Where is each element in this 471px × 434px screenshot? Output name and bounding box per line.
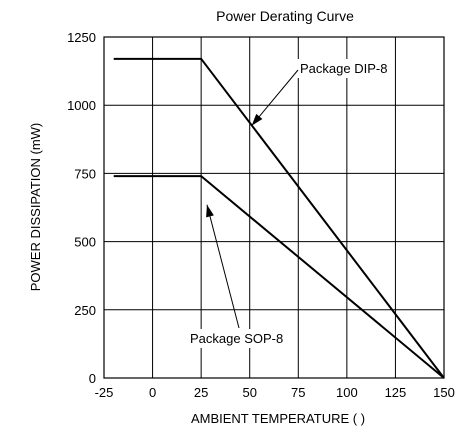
x-tick-label: 100 xyxy=(336,385,358,400)
y-axis-ticks: 0 250 500 750 1000 1250 xyxy=(67,30,96,386)
y-tick-label: 500 xyxy=(74,235,96,250)
x-tick-label: 50 xyxy=(242,385,256,400)
x-tick-label: 75 xyxy=(291,385,305,400)
x-tick-label: 125 xyxy=(385,385,407,400)
x-axis-ticks: -25 0 25 50 75 100 125 150 xyxy=(95,385,455,400)
annotation-arrow-line xyxy=(206,204,240,329)
plot-frame xyxy=(103,36,445,379)
x-tick-label: 25 xyxy=(194,385,208,400)
y-axis-label: POWER DISSIPATION (mW) xyxy=(28,123,43,292)
y-tick-label: 250 xyxy=(74,303,96,318)
annotation-label: Package DIP-8 xyxy=(300,61,387,76)
grid-lines xyxy=(103,36,445,379)
annotation-arrowhead xyxy=(206,204,214,218)
y-tick-label: 750 xyxy=(74,166,96,181)
chart-title: Power Derating Curve xyxy=(216,8,354,24)
y-tick-label: 1250 xyxy=(67,30,96,45)
annotation-arrowhead xyxy=(251,113,263,126)
annotation-label: Package SOP-8 xyxy=(190,331,283,346)
series-line-dip-8 xyxy=(113,57,445,379)
annotation-label-bg xyxy=(297,59,391,78)
series-lines xyxy=(113,57,445,379)
y-tick-label: 1000 xyxy=(67,98,96,113)
x-tick-label: -25 xyxy=(95,385,114,400)
y-tick-label: 0 xyxy=(89,371,96,386)
annotations: Package DIP-8 Package SOP-8 xyxy=(187,59,391,348)
series-line-sop-8 xyxy=(113,175,445,379)
x-tick-label: 0 xyxy=(149,385,156,400)
annotation-arrow-line xyxy=(251,69,299,126)
x-axis-label: AMBIENT TEMPERATURE ( ) xyxy=(191,411,365,426)
x-tick-label: 150 xyxy=(433,385,455,400)
annotation-label-bg xyxy=(187,329,287,348)
